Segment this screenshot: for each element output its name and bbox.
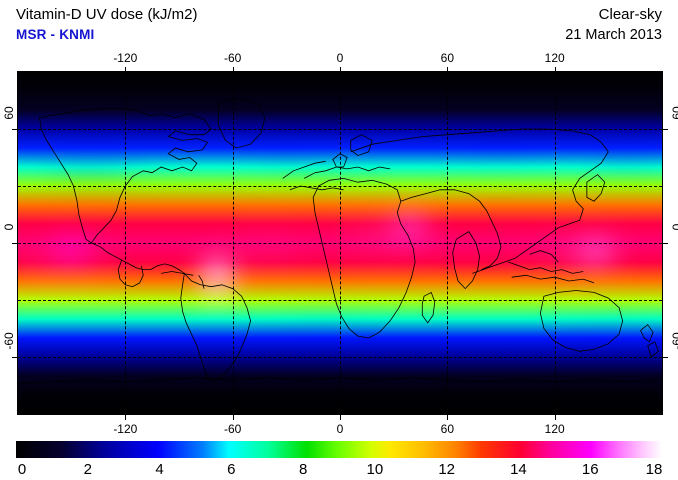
y-tick-label: 0 — [670, 223, 678, 231]
y-tick-label: -60 — [670, 332, 678, 350]
colorbar-tick-label: 4 — [155, 461, 164, 478]
y-tick-mark — [12, 357, 17, 358]
x-tick-label: 60 — [440, 51, 455, 65]
uv-feature — [331, 208, 439, 259]
y-tick-label: -60 — [2, 332, 16, 350]
y-tick-mark — [12, 243, 17, 244]
x-tick-mark — [554, 67, 556, 72]
page-title: Vitamin-D UV dose (kJ/m2) — [16, 6, 198, 23]
y-tick-mark — [12, 129, 17, 130]
colorbar-tick-label: 2 — [83, 461, 92, 478]
colorbar-tick-label: 6 — [227, 461, 236, 478]
x-tick-label: 120 — [544, 51, 565, 65]
x-tick-label: 0 — [336, 422, 344, 436]
uv-feature — [48, 233, 95, 264]
colorbar-tick-label: 8 — [298, 461, 308, 478]
uv-feature — [89, 121, 162, 156]
colorbar — [16, 441, 662, 458]
colorbar-tick-label: 18 — [645, 461, 663, 478]
colorbar-tick-label: 0 — [17, 461, 27, 478]
y-tick-mark — [663, 243, 668, 244]
x-tick-mark — [125, 415, 127, 420]
x-tick-mark — [340, 67, 341, 72]
x-tick-label: -120 — [113, 422, 138, 436]
x-tick-mark — [232, 415, 234, 420]
y-tick-mark — [663, 357, 668, 358]
x-tick-mark — [447, 415, 449, 420]
x-tick-label: -60 — [223, 422, 242, 436]
x-tick-mark — [232, 67, 234, 72]
y-tick-label: 0 — [2, 223, 16, 231]
y-tick-label: 60 — [2, 106, 16, 120]
uv-feature — [26, 130, 153, 185]
colorbar-tick-label: 14 — [510, 461, 527, 478]
x-tick-mark — [554, 415, 556, 420]
coastlines — [18, 72, 662, 414]
x-tick-label: -120 — [113, 51, 138, 65]
x-tick-mark — [447, 67, 449, 72]
uv-feature — [18, 241, 126, 283]
x-tick-mark — [125, 67, 127, 72]
uv-feature — [386, 210, 433, 242]
x-tick-label: 60 — [440, 422, 455, 436]
colorbar-tick-label: 16 — [581, 461, 599, 478]
uv-feature — [572, 237, 620, 268]
colorbar-tick-label: 10 — [366, 461, 384, 478]
uv-feature — [268, 307, 376, 350]
x-tick-label: -60 — [223, 51, 242, 65]
uv-feature — [206, 252, 223, 287]
x-tick-label: 120 — [544, 422, 565, 436]
y-tick-label: 60 — [670, 106, 678, 120]
uv-feature — [572, 127, 662, 177]
x-tick-mark — [340, 415, 341, 420]
uv-feature — [223, 229, 314, 276]
colorbar-tick-label: 12 — [438, 461, 455, 478]
map-plot-area — [18, 72, 662, 414]
colorbar-gradient — [16, 441, 662, 458]
date-label: 21 March 2013 — [565, 27, 662, 43]
y-tick-mark — [663, 129, 668, 130]
source-label: MSR - KNMI — [16, 27, 95, 42]
x-tick-label: 0 — [336, 51, 344, 65]
uv-feature — [554, 313, 662, 356]
condition-label: Clear-sky — [598, 6, 662, 23]
